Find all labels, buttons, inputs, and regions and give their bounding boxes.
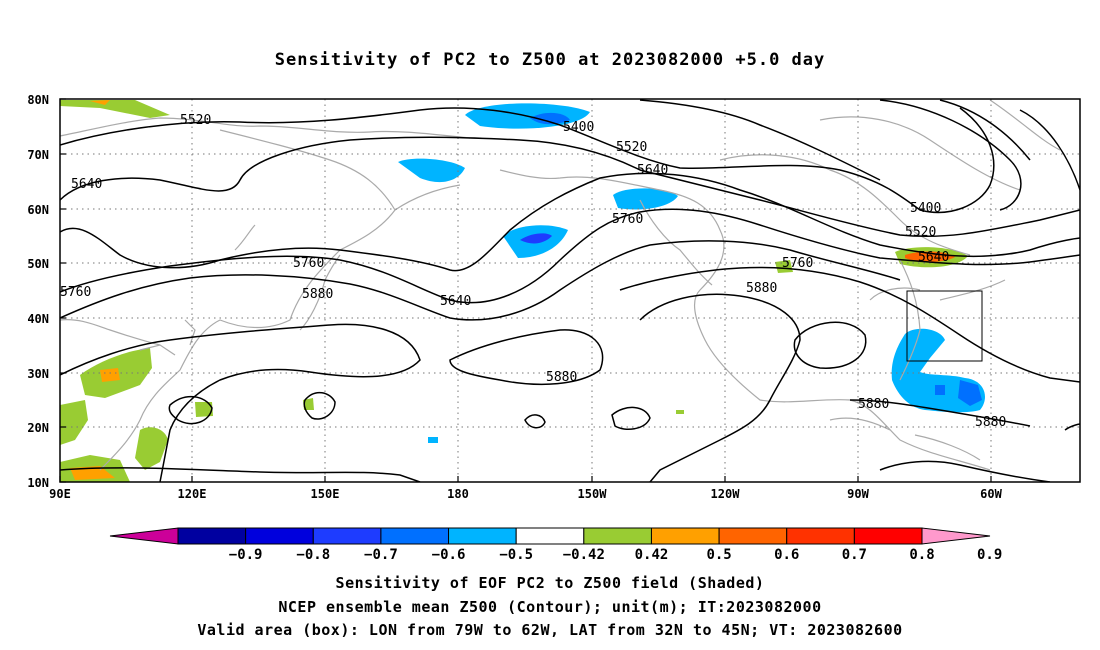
contour-label: 5880 xyxy=(302,287,333,302)
colorbar-label: 0.42 xyxy=(635,547,669,563)
lat-label: 50N xyxy=(27,257,49,271)
contour-label: 5880 xyxy=(975,415,1006,430)
map-frame xyxy=(59,98,1081,483)
lat-label: 10N xyxy=(27,476,49,490)
contour-label: 5880 xyxy=(746,281,777,296)
colorbar: −0.9 −0.8 −0.7 −0.6 −0.5 −0.42 0.42 0.5 0.6 0.7 0.… xyxy=(109,527,1002,563)
lat-label: 80N xyxy=(27,93,49,107)
latitude-labels: 80N 70N 60N 50N 40N 30N 20N 10N xyxy=(27,93,49,490)
colorbar-label: −0.9 xyxy=(229,547,263,563)
contour-label: 5640 xyxy=(918,250,949,265)
contour-label: 5640 xyxy=(71,177,102,192)
colorbar-segment xyxy=(380,527,450,545)
colorbar-segment xyxy=(583,527,652,545)
lon-label: 150W xyxy=(578,487,608,501)
lon-label: 60W xyxy=(980,487,1002,501)
colorbar-segment xyxy=(650,527,720,545)
lon-label: 150E xyxy=(311,487,340,501)
axis-ticks xyxy=(59,98,992,483)
footer-line-3: Valid area (box): LON from 79W to 62W, L… xyxy=(197,621,903,639)
longitude-labels: 90E 120E 150E 180 150W 120W 90W 60W xyxy=(49,487,1002,501)
contour-label: 5760 xyxy=(612,212,643,227)
colorbar-label: 0.8 xyxy=(909,547,934,563)
contour-label: 5640 xyxy=(637,163,668,178)
colorbar-label: −0.5 xyxy=(499,547,533,563)
colorbar-label: −0.6 xyxy=(432,547,466,563)
colorbar-segment xyxy=(312,527,382,545)
contour-label: 5880 xyxy=(858,397,889,412)
colorbar-segment xyxy=(448,527,517,545)
colorbar-label: 0.5 xyxy=(706,547,731,563)
lon-label: 90W xyxy=(847,487,869,501)
colorbar-end-low xyxy=(109,527,179,545)
contour-labels: 5520 5640 5400 5520 5640 5760 5760 5880 … xyxy=(60,113,1006,430)
colorbar-segment xyxy=(515,527,585,545)
lon-label: 120E xyxy=(178,487,207,501)
contour-label: 5880 xyxy=(546,370,577,385)
map-title: Sensitivity of PC2 to Z500 at 2023082000… xyxy=(274,50,826,70)
colorbar-segment xyxy=(718,527,788,545)
contour-label: 5520 xyxy=(616,140,647,155)
contour-label: 5400 xyxy=(563,120,594,135)
contour-label: 5760 xyxy=(782,256,813,271)
contour-label: 5400 xyxy=(910,201,941,216)
colorbar-label: 0.7 xyxy=(842,547,867,563)
footer-line-2: NCEP ensemble mean Z500 (Contour); unit(… xyxy=(278,598,822,616)
lat-label: 30N xyxy=(27,367,49,381)
lat-label: 60N xyxy=(27,203,49,217)
colorbar-segment xyxy=(853,527,923,545)
valid-area-box xyxy=(906,290,983,362)
colorbar-segment xyxy=(245,527,314,545)
contour-label: 5520 xyxy=(905,225,936,240)
colorbar-label: −0.42 xyxy=(563,547,605,563)
contour-label: 5640 xyxy=(440,294,471,309)
colorbar-label: 0.6 xyxy=(774,547,799,563)
lat-label: 40N xyxy=(27,312,49,326)
colorbar-segment xyxy=(786,527,855,545)
lon-label: 120W xyxy=(711,487,741,501)
lat-label: 20N xyxy=(27,421,49,435)
lon-label: 90E xyxy=(49,487,71,501)
colorbar-label: −0.7 xyxy=(364,547,398,563)
colorbar-label: 0.9 xyxy=(977,547,1002,563)
lat-label: 70N xyxy=(27,148,49,162)
z500-contours xyxy=(60,99,1080,482)
contour-label: 5760 xyxy=(60,285,91,300)
contour-label: 5760 xyxy=(293,256,324,271)
colorbar-label: −0.8 xyxy=(296,547,330,563)
shaded-sensitivity-areas xyxy=(60,100,985,482)
lon-label: 180 xyxy=(447,487,469,501)
contour-label: 5520 xyxy=(180,113,211,128)
colorbar-end-high xyxy=(921,527,991,545)
colorbar-segment xyxy=(177,527,247,545)
footer-line-1: Sensitivity of EOF PC2 to Z500 field (Sh… xyxy=(335,574,765,592)
